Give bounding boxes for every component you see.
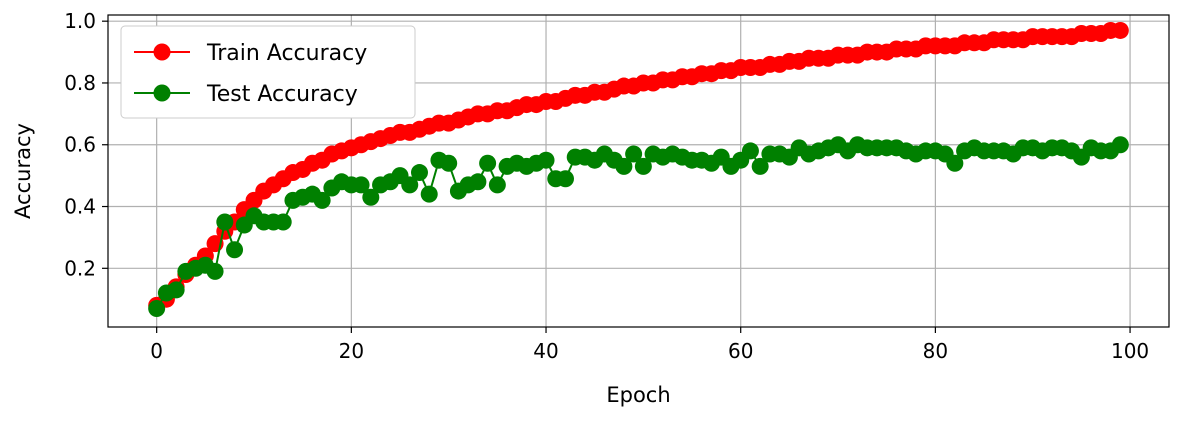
x-tick-label: 100 [1111,339,1149,363]
x-tick-label: 40 [533,339,558,363]
data-point [556,170,574,188]
data-point [216,213,234,231]
data-point [148,299,166,317]
data-point [488,176,506,194]
y-tick-label: 0.4 [64,195,96,219]
x-axis-label: Epoch [606,383,670,407]
data-point [440,154,458,172]
data-point [1111,136,1129,154]
y-tick-label: 0.8 [64,71,96,95]
data-point [1111,21,1129,39]
legend-label: Train Accuracy [206,41,367,66]
x-tick-label: 80 [923,339,948,363]
data-point [469,173,487,191]
y-tick-label: 0.6 [64,133,96,157]
data-point [751,157,769,175]
series-1 [148,136,1129,317]
data-point [226,241,244,259]
data-point [741,142,759,160]
legend-marker [153,43,171,61]
y-tick-label: 0.2 [64,256,96,280]
x-tick-label: 20 [339,339,364,363]
series-0 [148,21,1129,314]
axis-ticks: 0 20 40 60 80 100 0.2 0.4 0.6 0.8 1.0 [64,9,1149,363]
y-axis-label: Accuracy [11,123,35,219]
plot-frame [107,14,1170,328]
data-point [362,188,380,206]
legend: Train Accuracy Test Accuracy [120,25,416,119]
data-point [615,157,633,175]
data-point [479,154,497,172]
data-point [537,151,555,169]
data-point [167,281,185,299]
legend-marker [153,84,171,102]
data-point [634,157,652,175]
data-point [410,164,428,182]
data-point [625,145,643,163]
legend-items: Train Accuracy Test Accuracy [134,41,367,107]
x-tick-label: 0 [150,339,163,363]
y-tick-label: 1.0 [64,9,96,33]
data-point [352,176,370,194]
legend-box [120,25,416,119]
x-tick-label: 60 [728,339,753,363]
data-point [420,185,438,203]
legend-label: Test Accuracy [206,82,358,107]
data-point [401,176,419,194]
data-point [274,213,292,231]
plot-area [148,21,1129,317]
data-point [946,154,964,172]
data-point [206,262,224,280]
data-point [313,191,331,209]
